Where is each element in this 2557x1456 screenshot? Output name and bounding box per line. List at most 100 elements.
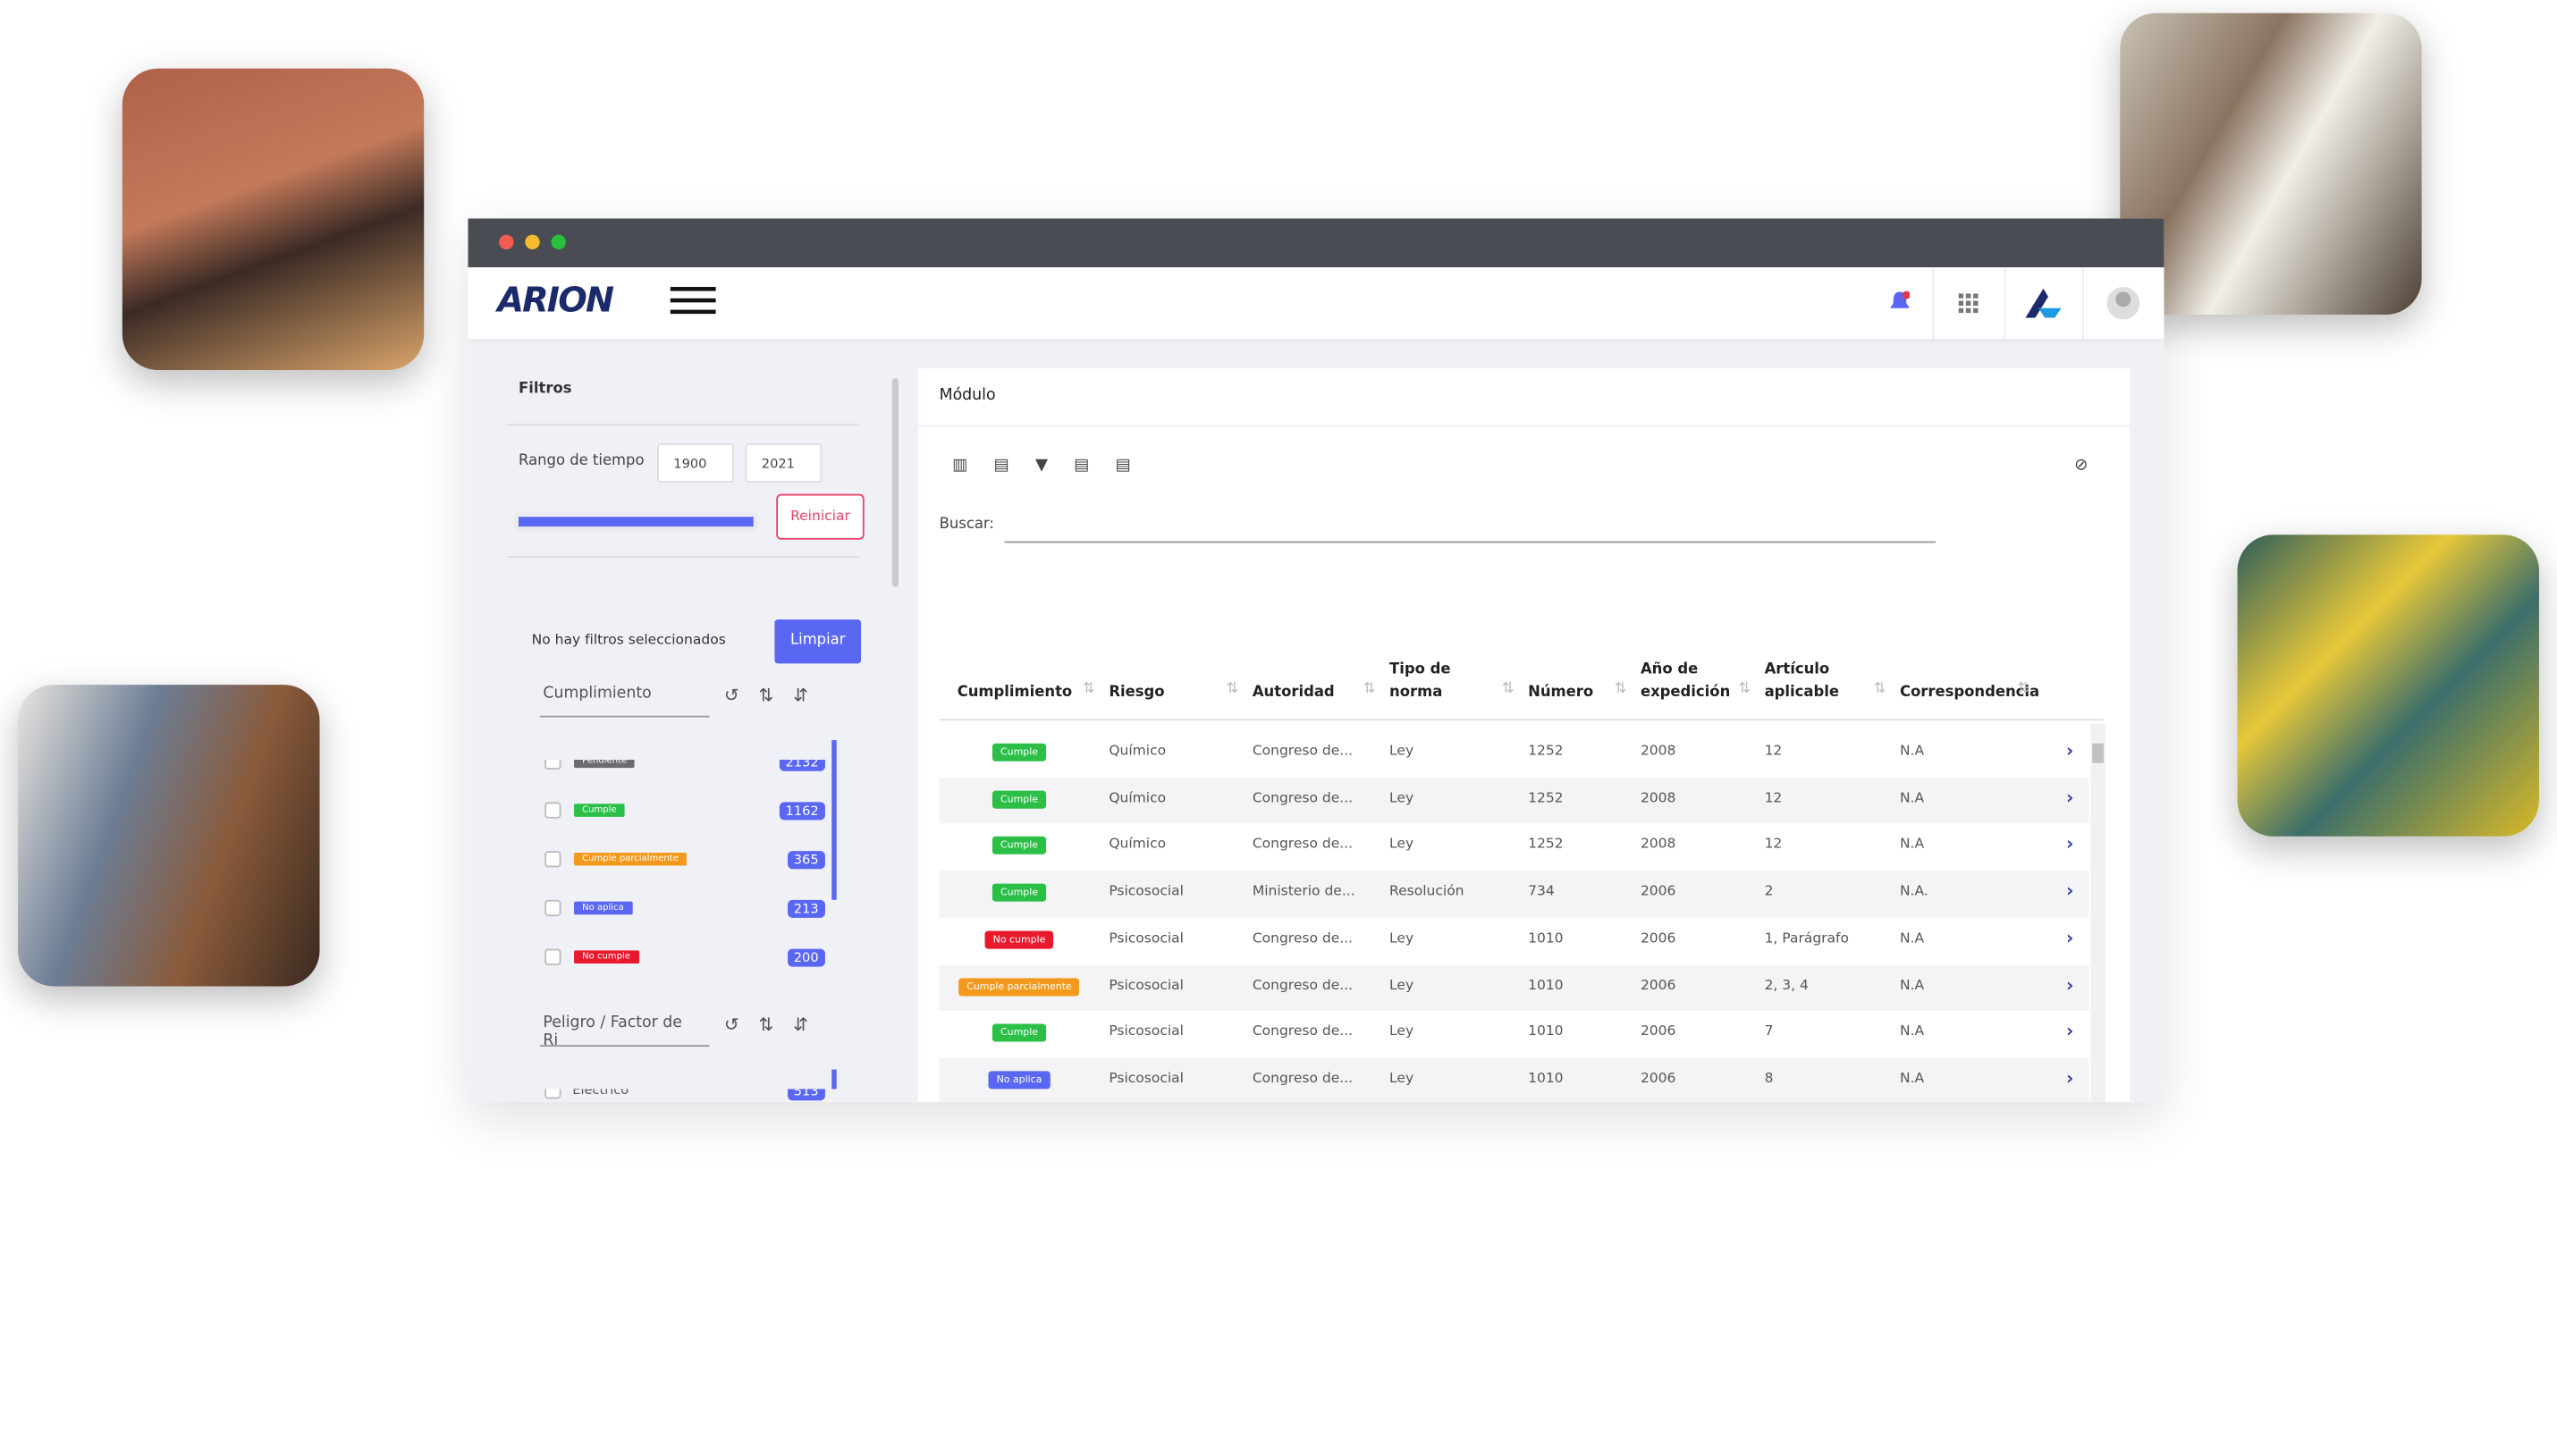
row-open[interactable]: › bbox=[2066, 1021, 2074, 1042]
cell: Psicosocial bbox=[1109, 1023, 1184, 1041]
sort-icon: ⇅ bbox=[1614, 681, 1627, 698]
sort-icon: ⇅ bbox=[1501, 681, 1515, 698]
checkbox[interactable] bbox=[544, 1089, 561, 1099]
item-list: Eléctrico 513 bbox=[468, 1089, 859, 1102]
no-filters: No hay filtros seleccionados bbox=[531, 632, 726, 649]
row-open[interactable]: › bbox=[2066, 787, 2074, 809]
checkbox[interactable] bbox=[544, 802, 561, 819]
row-open[interactable]: › bbox=[2066, 880, 2074, 902]
row-open[interactable]: › bbox=[2066, 973, 2074, 996]
row-stripe bbox=[939, 964, 2089, 1012]
row-open[interactable]: › bbox=[2066, 927, 2074, 949]
status-badge: No cumple bbox=[984, 930, 1054, 949]
logo: ARION bbox=[497, 280, 614, 320]
cell: 2006 bbox=[1640, 883, 1676, 901]
cell: Congreso de... bbox=[1252, 790, 1354, 807]
column-header[interactable]: Artículo aplicable bbox=[1764, 661, 1839, 702]
column-header[interactable]: Año de expedición bbox=[1640, 661, 1731, 702]
divider bbox=[507, 424, 860, 426]
slider-track bbox=[513, 511, 759, 532]
clear-button[interactable]: Limpiar bbox=[774, 619, 862, 664]
item-count: 200 bbox=[787, 948, 825, 967]
cell: 1010 bbox=[1528, 930, 1564, 947]
cell: Congreso de... bbox=[1252, 1023, 1354, 1041]
app-window: ARION Filtros Rango de tiempo 1900 2021 Rein… bbox=[468, 218, 2165, 1103]
cell: 2, 3, 4 bbox=[1764, 977, 1809, 994]
dot bbox=[525, 234, 540, 250]
cell: Congreso de... bbox=[1252, 930, 1354, 947]
toolbar: ▥▤▼▤▤ bbox=[952, 456, 1158, 475]
status-badge: Cumple bbox=[574, 804, 625, 817]
item-count: 1162 bbox=[779, 802, 825, 821]
item-count: 365 bbox=[787, 851, 825, 870]
row-open[interactable]: › bbox=[2066, 1067, 2074, 1090]
cell: 7 bbox=[1764, 1023, 1774, 1041]
cell: Químico bbox=[1109, 743, 1167, 760]
item-count: 513 bbox=[787, 1089, 825, 1101]
row-open[interactable]: › bbox=[2066, 740, 2074, 762]
menu-button[interactable] bbox=[670, 287, 716, 316]
checkbox[interactable] bbox=[544, 948, 561, 965]
cell: N.A bbox=[1899, 1071, 1925, 1088]
cell: Psicosocial bbox=[1109, 977, 1184, 994]
column-header[interactable]: Autoridad bbox=[1252, 685, 1335, 702]
checkbox[interactable] bbox=[544, 851, 561, 868]
cell: Ley bbox=[1389, 1071, 1414, 1088]
item-count: 2132 bbox=[779, 759, 825, 771]
status-badge: Cumple bbox=[992, 743, 1047, 762]
cell: Ley bbox=[1389, 790, 1414, 807]
cell: 2006 bbox=[1640, 1071, 1676, 1088]
title-bar bbox=[468, 218, 2165, 268]
checkbox[interactable] bbox=[544, 759, 561, 770]
dot bbox=[551, 234, 566, 250]
search-label: Buscar: bbox=[939, 517, 994, 534]
sort-icon: ⇅ bbox=[2017, 681, 2030, 698]
cell: N.A bbox=[1899, 790, 1925, 807]
cell: N.A bbox=[1899, 930, 1925, 947]
cell: 8 bbox=[1764, 1071, 1774, 1088]
cell: 2008 bbox=[1640, 837, 1676, 854]
cell: Congreso de... bbox=[1252, 1071, 1354, 1088]
cell: Resolución bbox=[1389, 883, 1464, 901]
search-input[interactable] bbox=[1004, 541, 1937, 543]
column-header[interactable]: Cumplimiento bbox=[957, 685, 1073, 702]
checkbox[interactable] bbox=[544, 899, 561, 917]
item-list: Pendiente 2132 Cumple 1162 Cumple parcialmen… bbox=[468, 759, 859, 980]
column-header[interactable]: Correspondencia bbox=[1899, 685, 2040, 702]
apps[interactable] bbox=[1958, 293, 1979, 314]
from-input[interactable]: 1900 bbox=[657, 443, 734, 483]
column-header[interactable]: Riesgo bbox=[1109, 685, 1165, 702]
filters-panel: Filtros Rango de tiempo 1900 2021 Reiniciar N… bbox=[468, 339, 907, 1102]
divider bbox=[507, 555, 860, 558]
photo-meeting bbox=[122, 68, 425, 371]
notifications[interactable] bbox=[1890, 290, 1910, 314]
sort-icon: ⇅ bbox=[1873, 681, 1886, 698]
row-open[interactable]: › bbox=[2066, 833, 2074, 855]
app-logo[interactable] bbox=[2025, 288, 2062, 318]
cell: Ley bbox=[1389, 1023, 1414, 1041]
to-input[interactable]: 2021 bbox=[745, 443, 823, 483]
status-badge: No cumple bbox=[574, 950, 639, 964]
sort-icon: ⇅ bbox=[1738, 681, 1751, 698]
item-label: Eléctrico bbox=[572, 1089, 629, 1098]
reset-button[interactable]: Reiniciar bbox=[776, 493, 865, 540]
avatar[interactable] bbox=[2106, 287, 2140, 320]
visibility-toggle[interactable]: ⊘ bbox=[2074, 456, 2089, 475]
cell: Psicosocial bbox=[1109, 1071, 1184, 1088]
cell: N.A bbox=[1899, 743, 1925, 760]
divider bbox=[917, 425, 2131, 427]
header-underline bbox=[939, 719, 2104, 721]
column-header[interactable]: Tipo de norma bbox=[1389, 661, 1451, 702]
item-count: 213 bbox=[787, 899, 825, 918]
sort-icon: ⇅ bbox=[1226, 681, 1239, 698]
table-thumb bbox=[2092, 743, 2104, 763]
cell: 1010 bbox=[1528, 977, 1564, 994]
cell: Químico bbox=[1109, 837, 1167, 854]
count-scroll bbox=[831, 1069, 837, 1090]
cell: 2006 bbox=[1640, 930, 1676, 947]
column-header[interactable]: Número bbox=[1528, 685, 1594, 702]
cell: 2008 bbox=[1640, 790, 1676, 807]
